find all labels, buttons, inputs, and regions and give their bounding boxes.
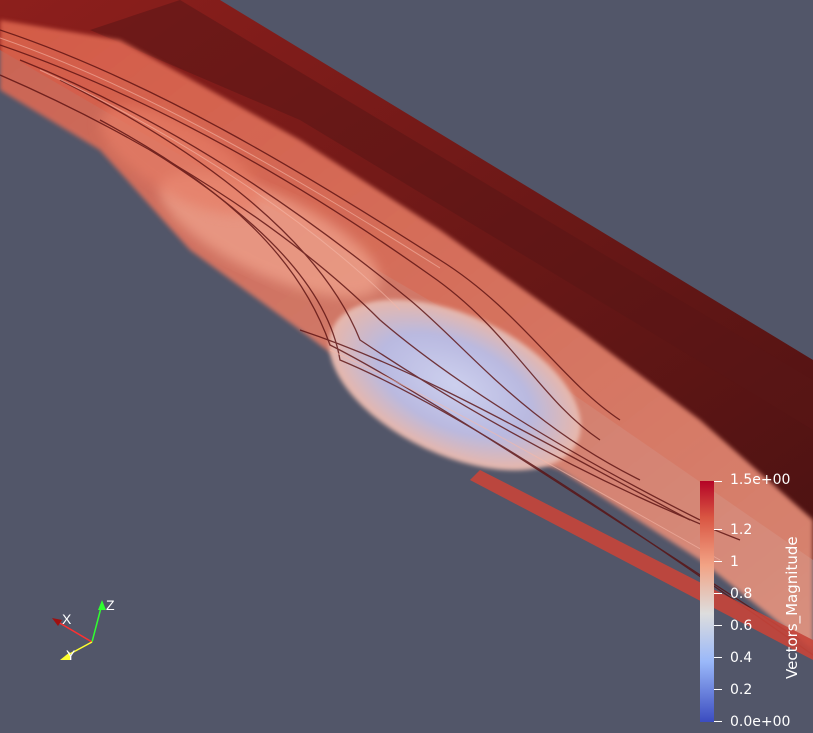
wake-haze-2 [100,105,260,215]
x-axis-label: X [62,611,72,627]
colorbar-tick-mark [714,561,722,562]
x-axis-arrow [52,618,62,626]
colorbar-tick-mark [714,657,722,658]
flow-slab-top-face [90,0,813,430]
colorbar-tick-label: 0.6 [730,618,753,634]
colorbar-tick-label: 0.4 [730,650,753,666]
colorbar-tick-mark [714,529,722,530]
colorbar-tick-mark [714,721,722,722]
colorbar-tick-mark [714,593,722,594]
z-axis-label: Z [106,597,115,613]
colorbar-tick-mark [714,481,722,482]
y-axis-label: Y [66,647,76,663]
colorbar [700,481,714,722]
colorbar-tick-label: 1.5e+00 [730,472,791,488]
x-axis-line [57,621,93,643]
colorbar-title: Vectors_Magnitude [783,536,801,679]
colorbar-tick-label: 0.8 [730,586,753,602]
colorbar-tick-label: 0.2 [730,682,753,698]
z-axis-line [91,603,103,643]
colorbar-tick-mark [714,689,722,690]
colorbar-tick-label: 1.2 [730,522,753,538]
z-axis-arrow [98,600,106,610]
exit-streams [470,470,813,660]
colorbar-tick-label: 0.0e+00 [730,714,791,730]
y-axis-arrow [60,652,70,660]
y-axis-line [65,641,93,657]
bright-streaks [0,37,721,561]
colorbar-tick-mark [714,625,722,626]
colorbar-tick-label: 1 [730,554,739,570]
orientation-axes[interactable]: Z X Y [40,590,130,670]
streamlines [0,29,813,656]
